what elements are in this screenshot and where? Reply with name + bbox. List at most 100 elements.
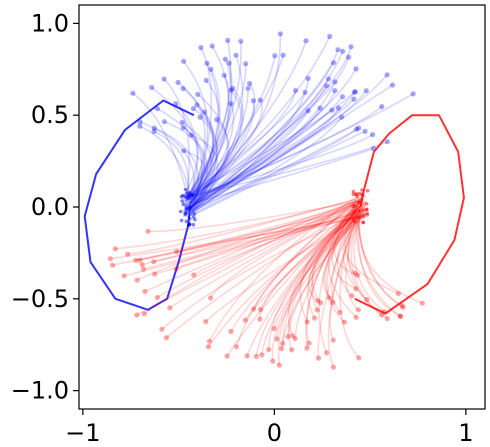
start-point bbox=[410, 91, 416, 97]
trajectory-line bbox=[188, 62, 233, 207]
start-point bbox=[224, 353, 230, 359]
attractor-point bbox=[192, 212, 197, 216]
trajectory-line bbox=[277, 214, 366, 366]
start-point bbox=[312, 315, 318, 321]
start-point bbox=[191, 272, 197, 278]
trajectory-line bbox=[191, 130, 366, 217]
boundary-trajectory bbox=[354, 114, 465, 315]
start-point bbox=[318, 300, 324, 306]
start-point bbox=[332, 79, 338, 85]
start-point bbox=[292, 336, 298, 342]
trajectory-line bbox=[187, 54, 244, 208]
start-point bbox=[349, 293, 355, 299]
start-point bbox=[289, 347, 295, 353]
start-point bbox=[370, 132, 376, 138]
start-point bbox=[110, 262, 116, 268]
y-tick-label: 0.0 bbox=[31, 193, 69, 221]
start-point bbox=[134, 312, 140, 318]
start-point bbox=[348, 44, 354, 50]
start-point bbox=[305, 75, 311, 81]
start-point bbox=[341, 319, 348, 325]
start-point bbox=[397, 313, 404, 319]
trajectory-line bbox=[112, 216, 356, 266]
trajectory-line bbox=[318, 196, 364, 354]
attractor-point bbox=[191, 192, 195, 197]
trajectory-line bbox=[306, 208, 363, 319]
start-point bbox=[277, 31, 283, 37]
trajectory-line bbox=[185, 81, 336, 218]
trajectory-line bbox=[259, 215, 356, 310]
start-point bbox=[259, 352, 265, 358]
start-point bbox=[379, 312, 385, 318]
start-point bbox=[208, 66, 214, 72]
trajectory-line bbox=[188, 54, 284, 200]
start-point bbox=[354, 126, 360, 132]
start-point bbox=[257, 97, 263, 103]
attractor-point bbox=[360, 188, 364, 192]
attractor-point bbox=[352, 209, 356, 214]
attractor-point bbox=[352, 218, 356, 222]
start-point bbox=[280, 340, 286, 347]
start-point bbox=[355, 307, 361, 313]
y-tick-label: −0.5 bbox=[11, 285, 69, 313]
trajectory-line bbox=[156, 202, 358, 299]
attractor-point bbox=[184, 219, 189, 224]
start-point bbox=[226, 60, 232, 66]
start-point bbox=[253, 353, 259, 360]
trajectory-line bbox=[317, 207, 356, 359]
start-point bbox=[207, 295, 214, 301]
start-point bbox=[125, 251, 131, 257]
trajectory-line bbox=[184, 63, 247, 213]
trajectory-line bbox=[184, 41, 242, 207]
trajectory-line bbox=[153, 130, 190, 199]
trajectory-line bbox=[308, 210, 365, 302]
start-point bbox=[204, 60, 210, 66]
trajectory-line bbox=[326, 211, 359, 323]
attractor-point bbox=[356, 200, 361, 205]
attractor-point bbox=[361, 220, 366, 225]
trajectory-line bbox=[208, 196, 358, 342]
trajectory-line bbox=[357, 209, 403, 307]
start-point bbox=[198, 45, 204, 51]
start-point bbox=[355, 272, 361, 278]
trajectory-line bbox=[305, 200, 363, 344]
start-point bbox=[151, 128, 157, 134]
start-point bbox=[315, 298, 321, 304]
trajectory-line bbox=[188, 36, 331, 198]
trajectory-line bbox=[246, 204, 359, 357]
trajectory-line bbox=[154, 197, 363, 275]
trajectory-line bbox=[177, 81, 215, 208]
trajectory-line bbox=[175, 103, 199, 197]
start-point bbox=[139, 262, 145, 268]
start-point bbox=[179, 119, 185, 125]
trajectory-line bbox=[156, 108, 208, 210]
start-point bbox=[121, 273, 127, 279]
trajectory-line bbox=[336, 210, 361, 297]
trajectory-line bbox=[136, 199, 360, 316]
trajectory-line bbox=[191, 55, 276, 209]
trajectory-line bbox=[299, 210, 358, 323]
start-point bbox=[201, 109, 207, 115]
attractor-point bbox=[178, 209, 183, 214]
trajectory-line bbox=[139, 205, 358, 261]
attractor-point bbox=[364, 202, 369, 206]
start-point bbox=[332, 88, 338, 94]
start-point bbox=[175, 79, 181, 85]
attractor-point bbox=[188, 192, 192, 197]
trajectory-line bbox=[144, 195, 367, 293]
trajectory-line bbox=[322, 215, 363, 299]
start-point bbox=[250, 306, 257, 312]
start-point bbox=[228, 328, 234, 335]
start-point bbox=[243, 61, 249, 67]
start-point bbox=[130, 90, 136, 96]
attractor-point bbox=[180, 199, 184, 203]
attractor-point bbox=[187, 222, 191, 227]
start-point bbox=[278, 346, 285, 352]
start-point bbox=[330, 364, 336, 370]
start-point bbox=[180, 85, 186, 92]
trajectory-line bbox=[311, 208, 363, 304]
start-point bbox=[142, 288, 148, 294]
start-point bbox=[181, 58, 187, 64]
attractor-point bbox=[183, 187, 188, 192]
start-point bbox=[306, 340, 312, 346]
